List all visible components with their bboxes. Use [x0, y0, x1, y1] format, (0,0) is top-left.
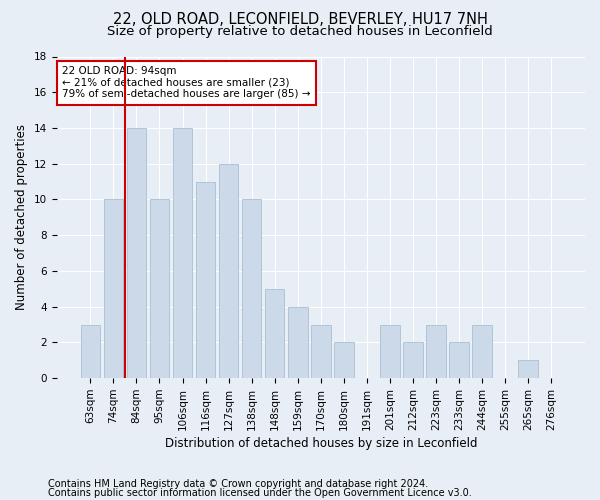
Text: 22, OLD ROAD, LECONFIELD, BEVERLEY, HU17 7NH: 22, OLD ROAD, LECONFIELD, BEVERLEY, HU17… — [113, 12, 487, 28]
Y-axis label: Number of detached properties: Number of detached properties — [15, 124, 28, 310]
Text: Size of property relative to detached houses in Leconfield: Size of property relative to detached ho… — [107, 25, 493, 38]
Bar — [149, 200, 169, 378]
Bar — [173, 128, 193, 378]
Bar — [380, 324, 400, 378]
Bar — [104, 200, 123, 378]
Text: Contains HM Land Registry data © Crown copyright and database right 2024.: Contains HM Land Registry data © Crown c… — [48, 479, 428, 489]
Text: 22 OLD ROAD: 94sqm
← 21% of detached houses are smaller (23)
79% of semi-detache: 22 OLD ROAD: 94sqm ← 21% of detached hou… — [62, 66, 310, 100]
Bar — [265, 289, 284, 378]
Bar — [242, 200, 262, 378]
Bar — [127, 128, 146, 378]
Bar — [311, 324, 331, 378]
Bar — [518, 360, 538, 378]
Text: Contains public sector information licensed under the Open Government Licence v3: Contains public sector information licen… — [48, 488, 472, 498]
Bar — [288, 306, 308, 378]
Bar — [472, 324, 492, 378]
X-axis label: Distribution of detached houses by size in Leconfield: Distribution of detached houses by size … — [164, 437, 477, 450]
Bar — [334, 342, 353, 378]
Bar — [219, 164, 238, 378]
Bar — [80, 324, 100, 378]
Bar — [426, 324, 446, 378]
Bar — [403, 342, 423, 378]
Bar — [196, 182, 215, 378]
Bar — [449, 342, 469, 378]
